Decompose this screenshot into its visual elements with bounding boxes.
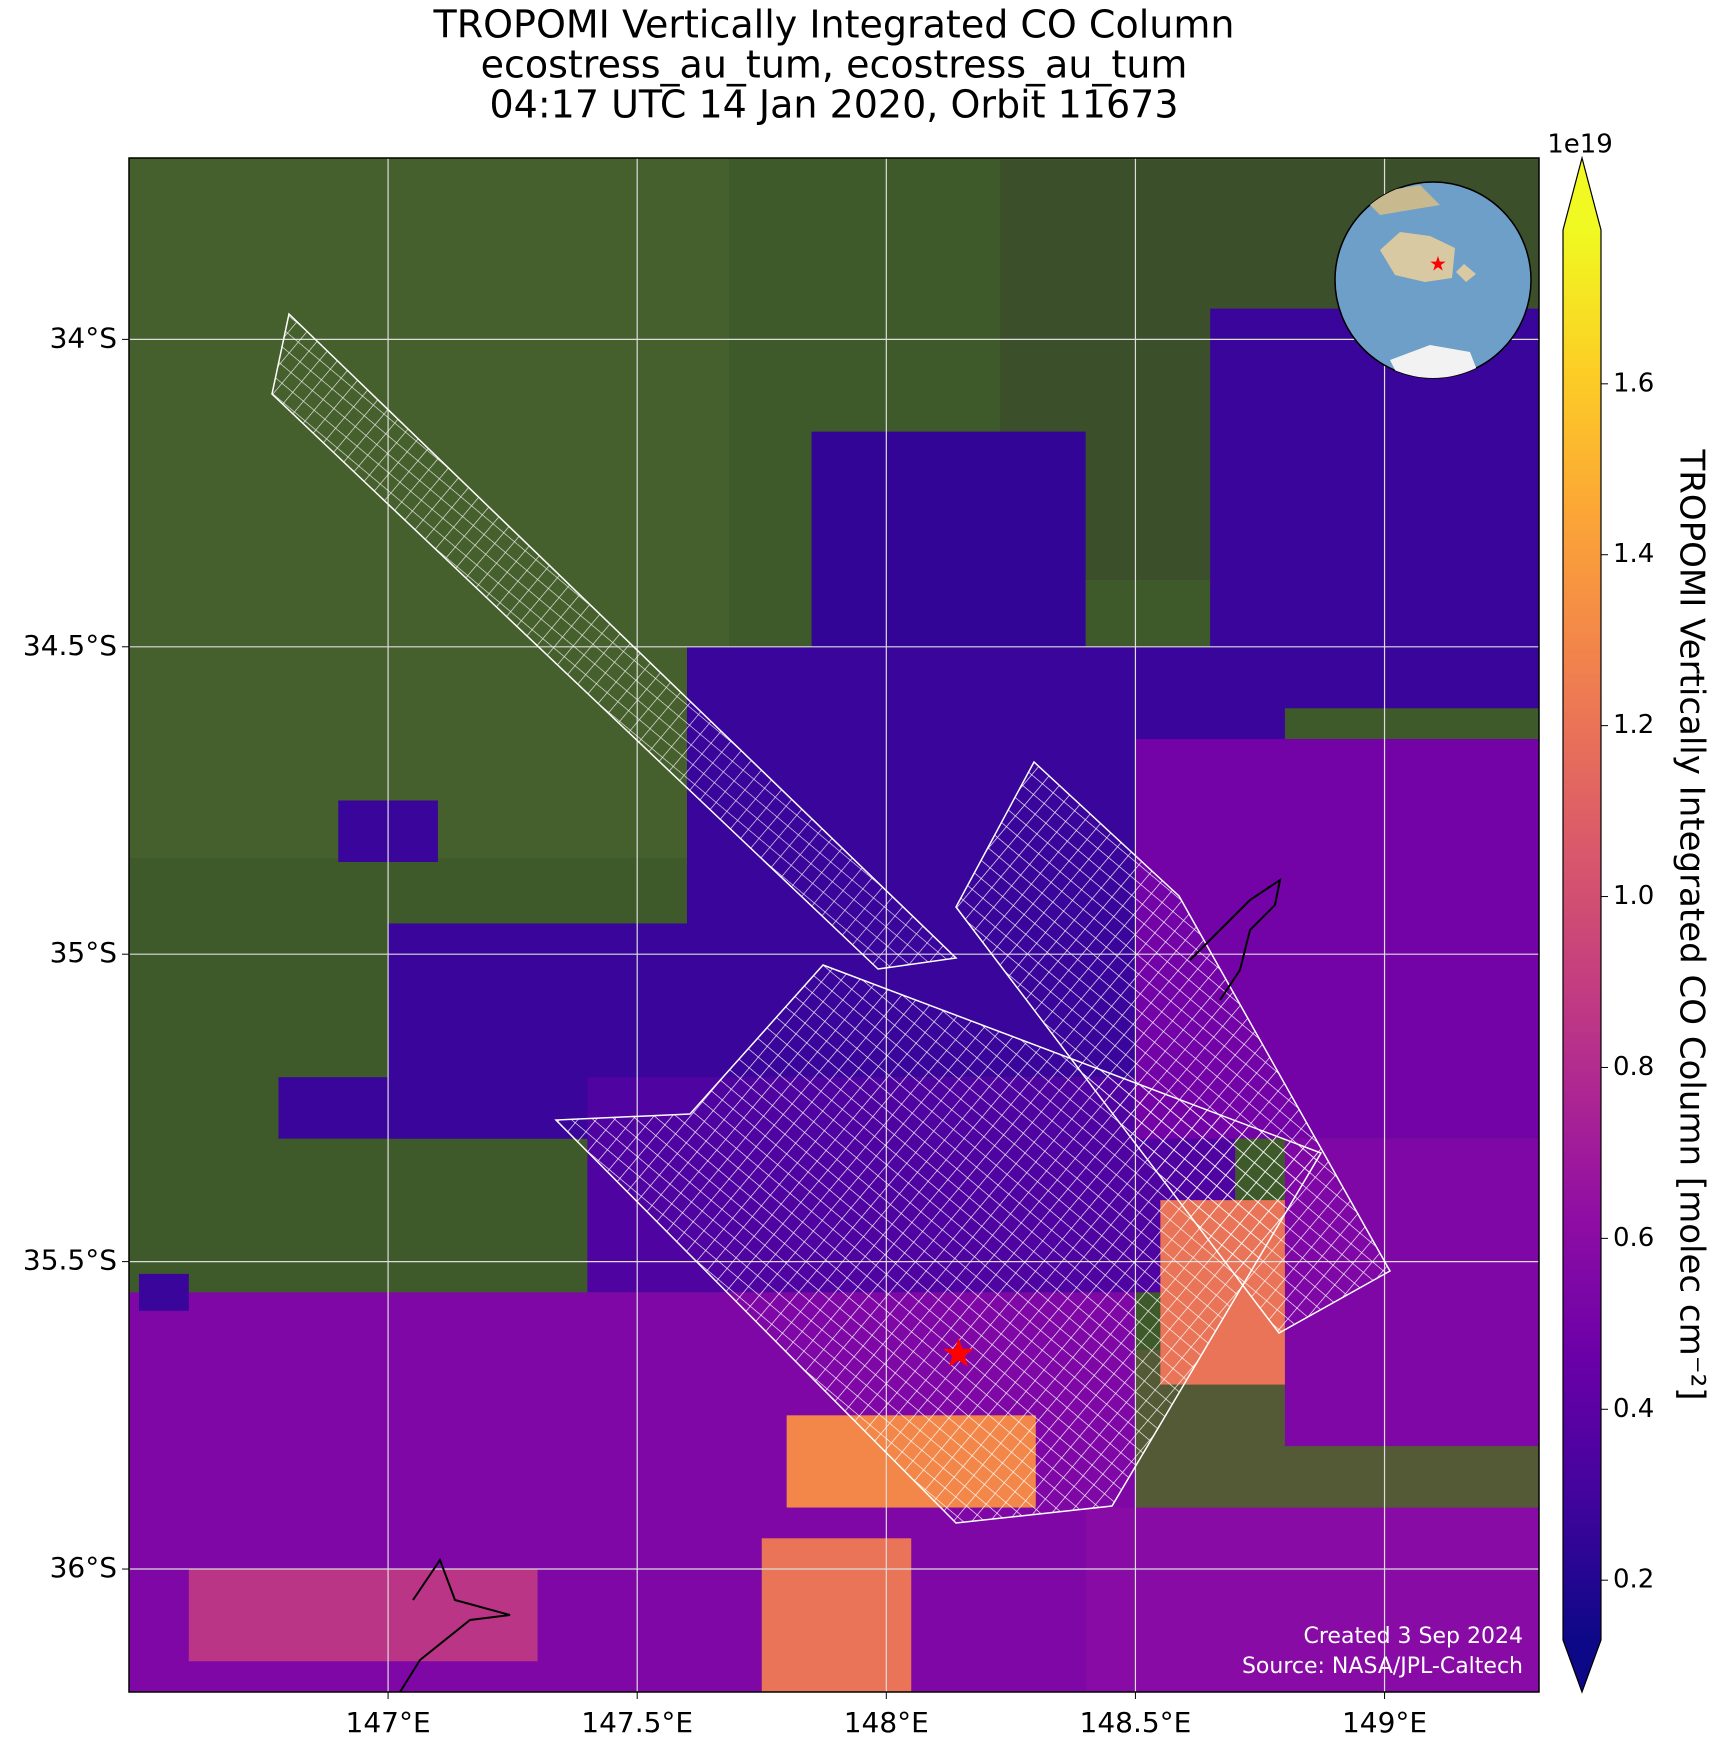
y-tick-label: 36°S bbox=[50, 1551, 117, 1584]
colorbar-exponent: 1e19 bbox=[1547, 130, 1613, 160]
map-frame bbox=[128, 157, 1540, 1693]
colorbar-tick-label: 0.2 bbox=[1613, 1565, 1654, 1595]
subtitle: ecostress_au_tum, ecostress_au_tum bbox=[481, 43, 1188, 87]
new-zealand bbox=[1456, 264, 1476, 282]
site-marker bbox=[943, 1337, 974, 1367]
globe-land: ★ bbox=[1360, 185, 1480, 378]
australia bbox=[1380, 232, 1455, 282]
x-tick-label: 148°E bbox=[844, 1706, 929, 1739]
y-tick-label: 35.5°S bbox=[23, 1244, 117, 1277]
lake-outline bbox=[399, 1557, 511, 1692]
co-pixel bbox=[811, 431, 1086, 647]
co-pixel bbox=[138, 1273, 189, 1311]
lake-outline bbox=[1189, 877, 1282, 1001]
x-tick-label: 147°E bbox=[346, 1706, 431, 1739]
title: TROPOMI Vertically Integrated CO Column bbox=[433, 3, 1235, 47]
colorbar-extend-min bbox=[1563, 1640, 1601, 1692]
map-area: ★ Created 3 Sep 2024 Source: NASA/JPL-Ca… bbox=[129, 158, 1539, 1692]
co-pixel bbox=[1085, 1507, 1539, 1692]
x-tick-label: 149°E bbox=[1342, 1706, 1427, 1739]
y-tick-label: 34°S bbox=[50, 321, 117, 354]
colorbar-tick-label: 1.0 bbox=[1613, 881, 1654, 911]
footprint-swath bbox=[955, 760, 1392, 1334]
annotation: Source: NASA/JPL-Caltech bbox=[1242, 1654, 1523, 1679]
x-tick-label: 147.5°E bbox=[581, 1706, 693, 1739]
colorbar-tick-label: 0.8 bbox=[1613, 1052, 1654, 1082]
co-pixel bbox=[188, 1569, 538, 1662]
colorbar-outline bbox=[1562, 155, 1602, 1694]
co-pixel bbox=[1210, 308, 1539, 709]
globe-star: ★ bbox=[1429, 252, 1447, 276]
x-tick-label: 148.5°E bbox=[1080, 1706, 1192, 1739]
colorbar-tick-label: 1.6 bbox=[1613, 368, 1654, 398]
colorbar-extend-max bbox=[1563, 158, 1601, 230]
colorbar: 0.2 0.4 0.6 0.8 1.0 1.2 1.4 1.6 bbox=[1562, 155, 1654, 1694]
y-tick-label: 34.5°S bbox=[23, 629, 117, 662]
colorbar-tick-label: 1.4 bbox=[1613, 539, 1654, 569]
footprint-swath bbox=[271, 312, 958, 970]
site-layer bbox=[943, 1337, 974, 1367]
colorbar-tick-label: 1.2 bbox=[1613, 710, 1654, 740]
co-pixel bbox=[761, 1538, 912, 1692]
colorbar-gradient bbox=[1563, 230, 1601, 1640]
y-tick-label: 35°S bbox=[50, 936, 117, 969]
annotation: Created 3 Sep 2024 bbox=[1304, 1624, 1524, 1649]
colorbar-label: TROPOMI Vertically Integrated CO Column … bbox=[1672, 448, 1712, 1400]
antarctica bbox=[1390, 345, 1480, 378]
colorbar-tick-label: 0.6 bbox=[1613, 1223, 1654, 1253]
colorbar-tick-label: 0.4 bbox=[1613, 1394, 1654, 1424]
subtitle: 04:17 UTC 14 Jan 2020, Orbit 11673 bbox=[489, 83, 1178, 127]
